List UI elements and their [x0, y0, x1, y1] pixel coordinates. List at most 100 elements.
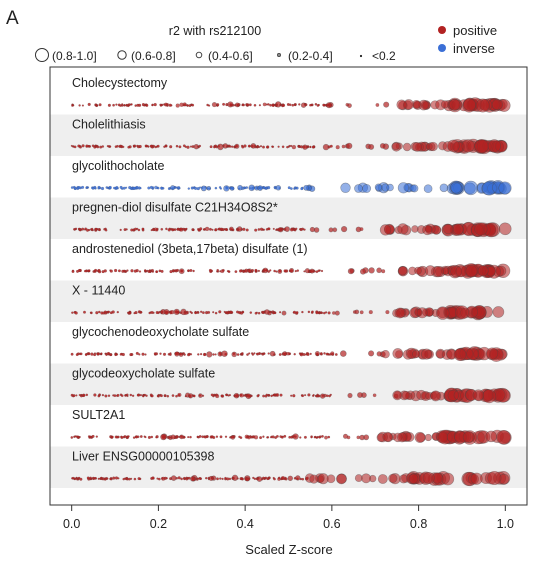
- data-point: [381, 269, 386, 274]
- data-point: [362, 184, 372, 193]
- data-point: [216, 477, 219, 481]
- data-point: [94, 145, 98, 148]
- data-point: [108, 185, 112, 190]
- data-point: [330, 351, 335, 356]
- data-point: [274, 436, 278, 439]
- data-point: [242, 103, 245, 107]
- data-point: [120, 144, 124, 148]
- data-point: [281, 145, 285, 149]
- data-point: [396, 99, 407, 110]
- data-point: [231, 474, 239, 481]
- data-point: [347, 392, 353, 399]
- data-point: [253, 477, 257, 481]
- data-point: [262, 267, 269, 274]
- data-point: [165, 477, 168, 480]
- data-point: [104, 394, 108, 398]
- data-point: [436, 306, 450, 320]
- data-point: [448, 98, 461, 111]
- data-point: [299, 352, 304, 357]
- row-points: [70, 429, 512, 445]
- row-points: [73, 221, 512, 238]
- data-point: [273, 269, 276, 273]
- data-point: [414, 266, 422, 275]
- row-label: Cholecystectomy: [72, 76, 168, 90]
- data-point: [222, 143, 229, 149]
- data-point: [414, 431, 426, 443]
- plot-area: Cholecystectomy Cholelithiasis glycolithoc…: [49, 66, 528, 531]
- data-point: [245, 393, 252, 400]
- data-point: [70, 144, 73, 147]
- data-point: [247, 268, 253, 274]
- data-point: [303, 184, 310, 191]
- data-point: [87, 102, 91, 107]
- data-point: [346, 435, 351, 440]
- data-point: [139, 187, 142, 190]
- data-point: [354, 309, 360, 315]
- data-point: [115, 435, 119, 439]
- data-point: [219, 435, 223, 439]
- data-point: [86, 352, 90, 355]
- data-point: [319, 352, 323, 355]
- data-point: [173, 308, 180, 316]
- data-point: [156, 144, 160, 148]
- data-point: [174, 269, 177, 272]
- data-point: [307, 393, 311, 397]
- size-legend-marker-2: [117, 50, 127, 60]
- data-point: [73, 145, 77, 149]
- data-point: [320, 311, 324, 315]
- data-point: [227, 270, 231, 274]
- data-point: [192, 269, 195, 273]
- data-point: [198, 477, 202, 480]
- data-point: [143, 104, 146, 107]
- data-point: [79, 228, 82, 232]
- data-point: [189, 476, 196, 482]
- data-point: [88, 228, 91, 232]
- data-point: [204, 226, 210, 232]
- data-point: [120, 436, 124, 439]
- data-point: [103, 269, 107, 273]
- data-point: [119, 228, 122, 232]
- data-point: [206, 186, 212, 191]
- data-point: [193, 144, 199, 150]
- data-point: [147, 269, 151, 274]
- data-point: [223, 185, 230, 192]
- data-point: [397, 432, 408, 443]
- data-point: [202, 352, 207, 357]
- data-point: [204, 476, 208, 480]
- data-point: [129, 477, 133, 480]
- data-point: [155, 436, 158, 439]
- x-tick-label: 0.4: [236, 517, 253, 531]
- data-point: [462, 431, 475, 443]
- data-point: [299, 436, 302, 439]
- data-point: [278, 311, 282, 314]
- x-tick-label: 0.2: [150, 517, 167, 531]
- data-point: [116, 144, 119, 148]
- data-point: [137, 477, 141, 481]
- data-point: [286, 145, 289, 149]
- data-point: [447, 139, 460, 153]
- data-point: [202, 228, 206, 231]
- data-point: [98, 393, 101, 397]
- data-point: [211, 228, 214, 231]
- data-point: [272, 394, 275, 397]
- data-point: [267, 352, 270, 355]
- data-point: [416, 307, 428, 319]
- data-point: [207, 310, 211, 314]
- data-point: [282, 103, 286, 107]
- data-point: [341, 144, 346, 149]
- data-point: [140, 311, 143, 314]
- data-point: [335, 145, 340, 150]
- data-point: [376, 267, 382, 274]
- data-point: [270, 435, 273, 438]
- data-point: [239, 393, 244, 398]
- data-point: [187, 393, 194, 399]
- data-point: [492, 306, 505, 318]
- data-point: [190, 311, 193, 315]
- data-point: [137, 228, 141, 232]
- data-point: [129, 393, 133, 397]
- data-point: [420, 348, 433, 360]
- data-point: [133, 311, 136, 315]
- data-point: [325, 352, 329, 356]
- data-point: [312, 393, 315, 397]
- data-point: [240, 144, 244, 148]
